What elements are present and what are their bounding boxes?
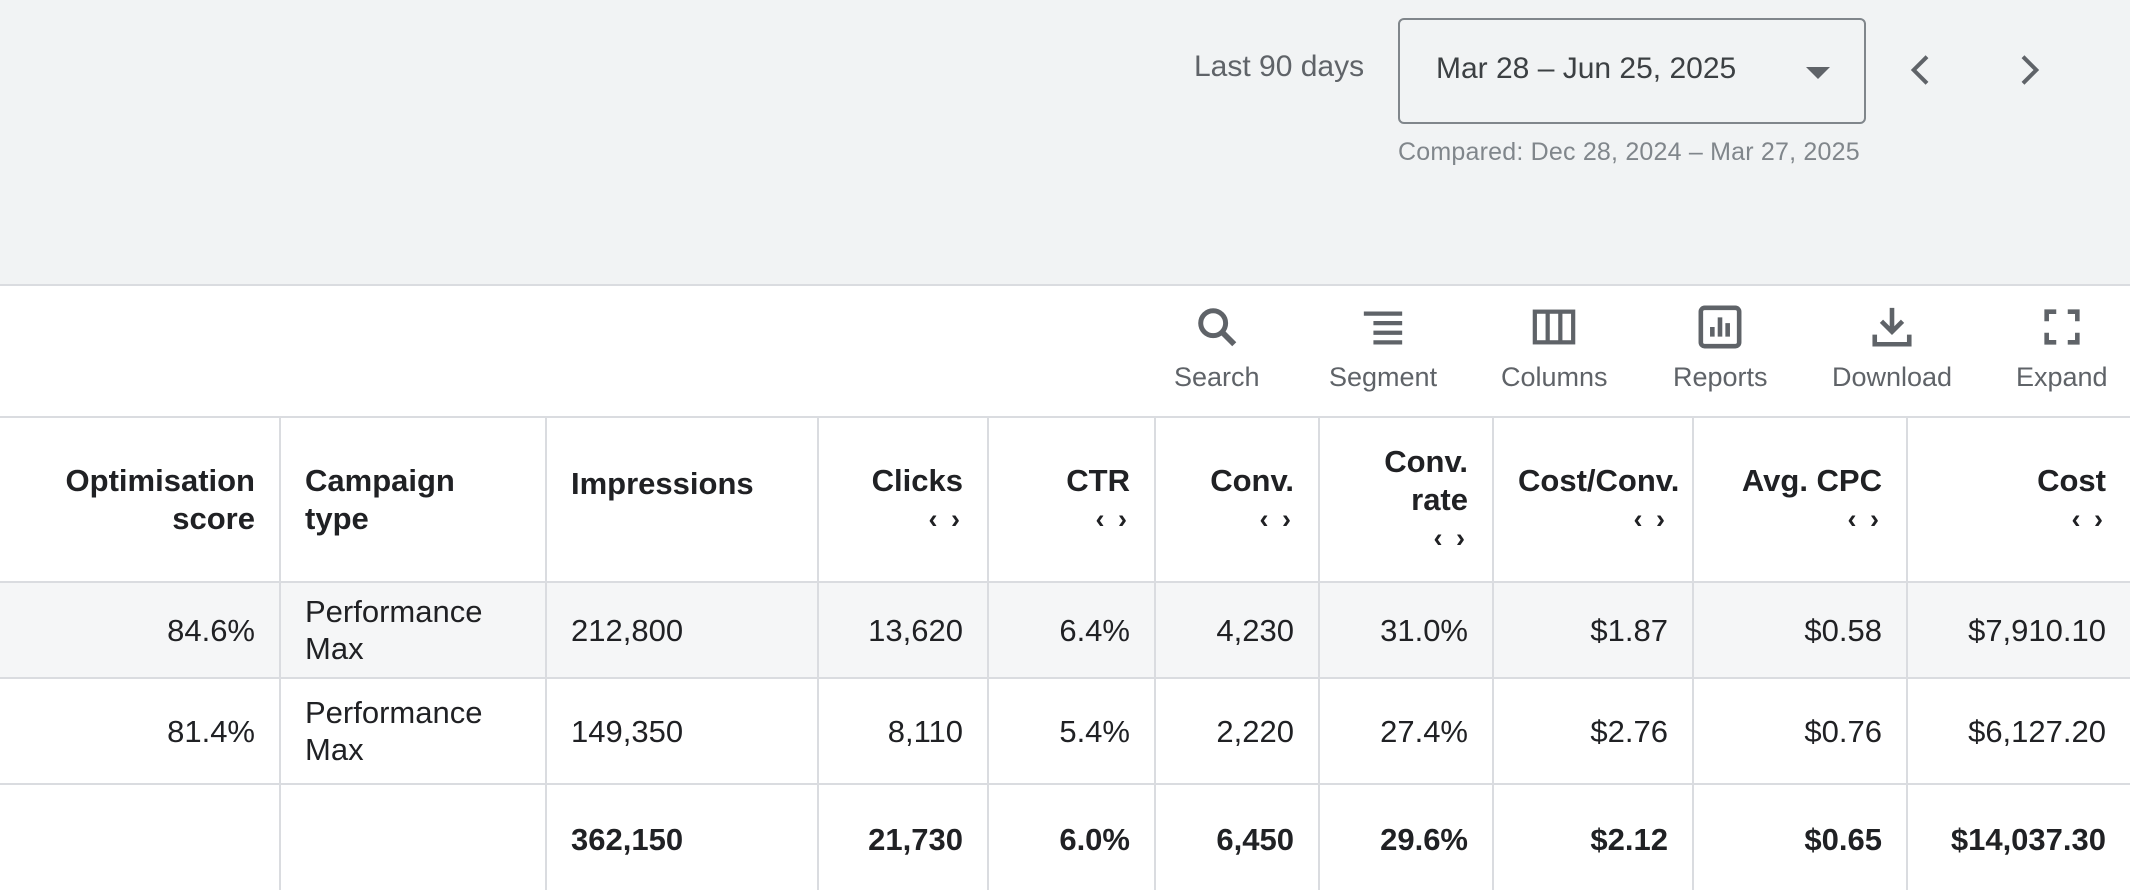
total-campaign-type: [280, 784, 547, 890]
cell-conv: 4,230: [1155, 582, 1320, 679]
cell-cost-per-conv: $1.87: [1493, 582, 1694, 679]
cell-conv-rate: 27.4%: [1319, 678, 1494, 785]
table-row[interactable]: 81.4% Performance Max 149,350 8,110 5.4% …: [0, 678, 2130, 785]
header-impressions[interactable]: Impressions: [546, 418, 819, 583]
reports-label: Reports: [1673, 362, 1768, 392]
sort-toggle-icon[interactable]: ‹ ›: [1633, 503, 1668, 534]
header-conv[interactable]: Conv. ‹ ›: [1155, 418, 1320, 583]
cell-optimisation-score: 84.6%: [0, 582, 281, 679]
download-icon: [1872, 307, 1912, 347]
columns-icon: [1532, 309, 1576, 345]
sort-toggle-icon[interactable]: ‹ ›: [928, 503, 963, 534]
total-clicks: 21,730: [818, 784, 989, 890]
sort-toggle-icon[interactable]: ‹ ›: [1433, 522, 1468, 553]
cell-cost: $7,910.10: [1907, 582, 2130, 679]
search-icon: [1197, 308, 1237, 347]
cell-ctr: 6.4%: [988, 582, 1156, 679]
search-label: Search: [1174, 362, 1260, 392]
total-impressions: 362,150: [546, 784, 819, 890]
expand-icon: [2044, 309, 2080, 345]
date-range-preset-label: Last 90 days: [1194, 50, 1365, 83]
reports-button[interactable]: Reports: [1673, 304, 1768, 393]
cell-campaign-type: Performance Max: [280, 678, 547, 785]
total-cost-per-conv: $2.12: [1493, 784, 1694, 890]
date-range-value: Mar 28 – Jun 25, 2025: [1436, 52, 1737, 85]
search-button[interactable]: Search: [1174, 304, 1260, 393]
cell-avg-cpc: $0.76: [1693, 678, 1908, 785]
cell-clicks: 13,620: [818, 582, 989, 679]
download-button[interactable]: Download: [1832, 304, 1952, 393]
reports-icon: [1698, 305, 1742, 349]
columns-button[interactable]: Columns: [1501, 304, 1608, 393]
total-optimisation-score: [0, 784, 281, 890]
sort-toggle-icon[interactable]: ‹ ›: [2071, 503, 2106, 534]
sort-toggle-icon[interactable]: ‹ ›: [1095, 503, 1130, 534]
total-cost: $14,037.30: [1950, 822, 2106, 857]
sort-toggle-icon[interactable]: ‹ ›: [1847, 503, 1882, 534]
segment-button[interactable]: Segment: [1329, 304, 1437, 393]
cell-impressions: 212,800: [546, 582, 819, 679]
expand-label: Expand: [2016, 362, 2108, 392]
header-cost[interactable]: Cost ‹ ›: [1907, 418, 2130, 583]
columns-label: Columns: [1501, 362, 1608, 392]
totals-row: 362,150 21,730 6.0% 6,450 29.6% $2.12 $0…: [0, 784, 2130, 890]
table-row[interactable]: 84.6% Performance Max 212,800 13,620 6.4%…: [0, 582, 2130, 679]
cell-ctr: 5.4%: [988, 678, 1156, 785]
dropdown-caret-icon: [1806, 67, 1830, 79]
cell-avg-cpc: $0.58: [1693, 582, 1908, 679]
header-ctr[interactable]: CTR ‹ ›: [988, 418, 1156, 583]
table-toolbar: Search Segment Columns Reports Download …: [0, 288, 2130, 418]
cell-cost: $6,127.20: [1907, 678, 2130, 785]
header-clicks[interactable]: Clicks ‹ ›: [818, 418, 989, 583]
total-ctr: 6.0%: [988, 784, 1156, 890]
date-range-picker[interactable]: Mar 28 – Jun 25, 2025: [1398, 18, 1866, 124]
next-period-button[interactable]: [1998, 40, 2058, 100]
header-conv-rate[interactable]: Conv. rate ‹ ›: [1319, 418, 1494, 583]
cell-conv-rate: 31.0%: [1319, 582, 1494, 679]
chevron-left-icon: [1910, 55, 1929, 85]
cell-optimisation-score: 81.4%: [0, 678, 281, 785]
campaigns-table: Optimisation score Campaign type Impressio…: [0, 418, 2130, 890]
comparison-range-text: Compared: Dec 28, 2024 – Mar 27, 2025: [1398, 138, 1860, 166]
table-header-row: Optimisation score Campaign type Impressio…: [0, 418, 2130, 583]
chevron-right-icon: [2021, 55, 2040, 85]
header-campaign-type[interactable]: Campaign type: [280, 418, 547, 583]
date-range-bar: Last 90 days Mar 28 – Jun 25, 2025 Compa…: [0, 0, 2130, 286]
cell-campaign-type: Performance Max: [280, 582, 547, 679]
download-label: Download: [1832, 362, 1953, 392]
cell-impressions: 149,350: [546, 678, 819, 785]
sort-toggle-icon[interactable]: ‹ ›: [1259, 503, 1294, 534]
header-optimisation-score[interactable]: Optimisation score: [0, 418, 281, 583]
total-avg-cpc: $0.65: [1693, 784, 1908, 890]
expand-button[interactable]: Expand: [2016, 304, 2108, 393]
header-cost-per-conv[interactable]: Cost/Conv. ‹ ›: [1493, 418, 1694, 583]
cell-cost-per-conv: $2.76: [1493, 678, 1694, 785]
header-avg-cpc[interactable]: Avg. CPC ‹ ›: [1693, 418, 1908, 583]
total-conv: 6,450: [1155, 784, 1320, 890]
total-conv-rate: 29.6%: [1319, 784, 1494, 890]
cell-clicks: 8,110: [818, 678, 989, 785]
cell-conv: 2,220: [1155, 678, 1320, 785]
segment-label: Segment: [1329, 362, 1438, 392]
previous-period-button[interactable]: [1892, 40, 1952, 100]
segment-icon: [1363, 311, 1403, 345]
